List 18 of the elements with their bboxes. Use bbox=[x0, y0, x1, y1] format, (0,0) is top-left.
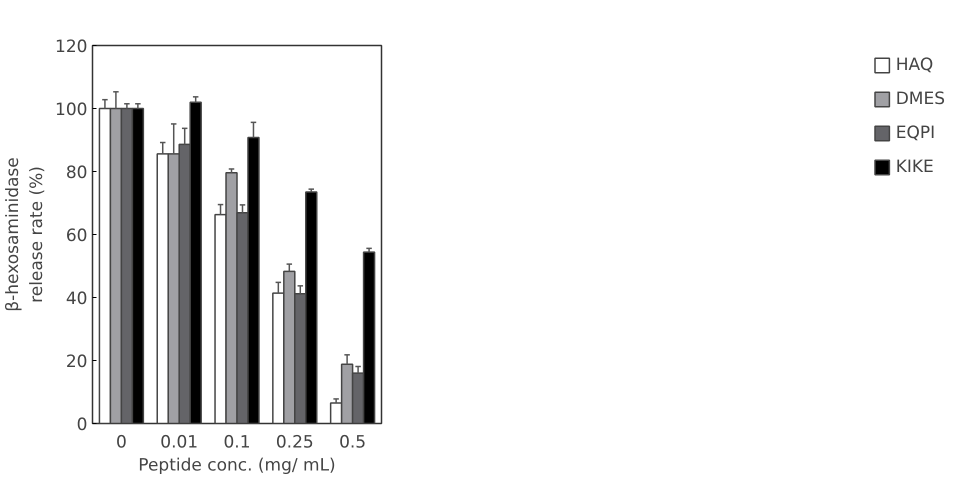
y-tick-label: 0 bbox=[76, 415, 88, 435]
x-tick-label: 0.25 bbox=[276, 432, 314, 452]
y-tick-label: 100 bbox=[55, 100, 88, 120]
legend-label: DMES bbox=[896, 89, 945, 109]
y-tick-label: 40 bbox=[66, 289, 88, 309]
x-tick-label: 0 bbox=[116, 432, 127, 452]
x-tick-label: 0.1 bbox=[223, 432, 251, 452]
y-axis-title: β-hexosaminidase release rate (%) bbox=[3, 157, 48, 312]
x-axis-title: Peptide conc. (mg/ mL) bbox=[138, 456, 336, 476]
legend-label: EQPI bbox=[896, 123, 936, 143]
x-tick-label: 0.5 bbox=[339, 432, 366, 452]
legend-label: KIKE bbox=[896, 157, 934, 177]
y-tick-label: 120 bbox=[55, 37, 88, 57]
y-tick-label: 80 bbox=[66, 163, 88, 183]
legend-label: HAQ bbox=[896, 55, 934, 75]
y-tick-label: 60 bbox=[66, 226, 88, 246]
x-tick-label: 0.01 bbox=[160, 432, 198, 452]
y-tick-label: 20 bbox=[66, 352, 88, 372]
